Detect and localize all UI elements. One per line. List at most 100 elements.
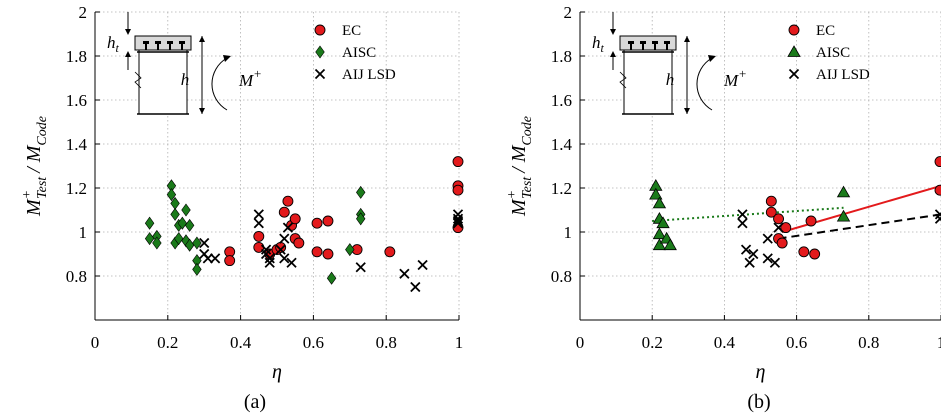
- x-tick-label: 0.4: [714, 333, 736, 352]
- y-tick-label: 0.8: [551, 267, 572, 286]
- x-tick-label: 1: [937, 333, 941, 352]
- y-tick-label: 1.8: [66, 47, 87, 66]
- legend-label-aisc: AISC: [342, 45, 376, 61]
- panel-b: hth M+0 0.2 0.4 0.6 0.8 10.811.21.41.61.82ηM+T…: [505, 3, 941, 413]
- moment-label: M+: [238, 66, 262, 90]
- data-point-aisc: [649, 187, 663, 200]
- series-ec: [224, 156, 464, 267]
- data-point-ec: [452, 156, 464, 168]
- data-point-aij-lsd-stroke-2: [199, 237, 210, 249]
- legend-label-ec: EC: [342, 23, 361, 39]
- h-label: h: [181, 70, 190, 89]
- legend-marker-ec: [788, 24, 800, 36]
- data-point-aij-lsd: [399, 268, 410, 279]
- steel-section: [138, 49, 188, 115]
- data-point-aij-lsd-stroke-2: [286, 257, 297, 268]
- moment-label-main: M: [238, 71, 254, 90]
- data-point-aij-lsd: [737, 218, 748, 229]
- ht-label-main: h: [592, 33, 601, 52]
- y-axis-label-ylabel-sub: Test: [35, 176, 50, 199]
- data-point-aisc: [192, 262, 202, 276]
- data-point-ec: [805, 215, 817, 227]
- data-point-aij-lsd-stroke-2: [282, 222, 294, 233]
- data-point-aij-lsd: [740, 244, 752, 255]
- stud-head: [143, 41, 149, 44]
- moment-label-sup: +: [738, 66, 747, 81]
- data-point-ec: [322, 248, 334, 260]
- data-point-aij-lsd-stroke-2: [737, 209, 748, 220]
- data-point-ec: [282, 195, 294, 207]
- data-point-aij-lsd-stroke-2: [452, 218, 464, 229]
- data-point-aij-lsd-stroke-2: [452, 215, 464, 227]
- x-tick-label: 0.2: [642, 333, 663, 352]
- data-point-aij-lsd-stroke-2: [762, 253, 773, 264]
- y-tick-label: 2: [79, 3, 88, 22]
- y-tick-label: 1.4: [66, 135, 88, 154]
- data-point-aij-lsd-stroke-2: [202, 253, 213, 264]
- ht-label-sub: t: [116, 41, 120, 55]
- data-point-aisc: [836, 209, 851, 222]
- data-point-ec: [384, 246, 396, 258]
- data-point-aij-lsd-stroke-2: [740, 244, 752, 255]
- trend-line-aij-lsd: [778, 213, 941, 240]
- stud-head: [640, 41, 646, 44]
- data-point-aij-lsd-stroke-2: [279, 233, 290, 244]
- x-axis-label: η: [272, 361, 282, 383]
- y-tick-label: 1.2: [551, 179, 572, 198]
- beam-section-inset: hth M+: [107, 12, 262, 115]
- panel-a: hth M+0 0.2 0.4 0.6 0.8 10.811.21.41.61.82ηM+T…: [20, 3, 464, 413]
- series-aij-lsd: [737, 209, 941, 268]
- ht-arrow-bottom: [610, 51, 616, 57]
- data-point-ec: [289, 213, 301, 225]
- data-point-aisc: [166, 188, 177, 202]
- data-point-aij-lsd: [209, 253, 221, 264]
- data-point-ec: [934, 184, 941, 196]
- x-tick-label: 0.6: [786, 333, 807, 352]
- y-tick-label: 1.6: [551, 91, 572, 110]
- data-point-ec: [322, 215, 334, 227]
- y-axis-label-ylabel-sup: +: [505, 190, 520, 199]
- x-tick-label: 0: [576, 333, 585, 352]
- panel-label: (a): [244, 391, 266, 413]
- y-tick-label: 1: [79, 223, 88, 242]
- series-aij-lsd: [199, 209, 464, 293]
- data-point-ec: [773, 213, 784, 225]
- legend-label-aij-lsd: AIJ LSD: [342, 67, 396, 83]
- data-point-aij-lsd: [748, 248, 759, 260]
- data-point-aij-lsd: [355, 262, 366, 273]
- x-tick-label: 0.8: [858, 333, 879, 352]
- h-arrow-top: [199, 36, 205, 42]
- data-point-aij-lsd-stroke-2: [417, 259, 428, 271]
- data-point-aij-lsd: [934, 213, 941, 224]
- data-point-aij-lsd: [264, 257, 275, 268]
- data-point-aij-lsd: [417, 259, 428, 271]
- legend-label-ec: EC: [816, 23, 835, 39]
- data-point-aisc: [144, 216, 155, 230]
- data-point-aij-lsd: [253, 209, 264, 220]
- legend-marker-aij-lsd: [314, 68, 326, 80]
- data-point-ec: [224, 255, 236, 267]
- y-axis-label-ylabel-main: M: [23, 198, 45, 217]
- stud-head: [628, 41, 634, 44]
- stud-head: [652, 41, 658, 44]
- data-point-aisc: [177, 216, 188, 230]
- data-point-aij-lsd-stroke-2: [260, 244, 272, 255]
- moment-arrowhead: [708, 55, 716, 62]
- data-point-aisc: [184, 218, 195, 232]
- y-axis-label: M+Test / MCode: [505, 116, 535, 217]
- steel-section: [623, 49, 673, 115]
- y-tick-label: 1.8: [551, 47, 572, 66]
- data-point-ec: [809, 248, 821, 260]
- data-point-aij-lsd: [286, 257, 297, 268]
- data-point-aij-lsd-stroke-2: [209, 253, 221, 264]
- y-axis-label-ylabel-sub: Test: [520, 176, 535, 199]
- legend-marker-aisc: [315, 45, 325, 59]
- x-tick-label: 0.6: [303, 333, 324, 352]
- data-point-aisc: [836, 185, 851, 198]
- moment-label: M+: [723, 66, 747, 90]
- data-point-aij-lsd-stroke-2: [934, 216, 941, 224]
- stud-head: [167, 41, 173, 44]
- data-point-aij-lsd-stroke-2: [934, 212, 941, 220]
- data-point-aij-lsd: [762, 253, 773, 264]
- data-point-ec: [253, 230, 265, 242]
